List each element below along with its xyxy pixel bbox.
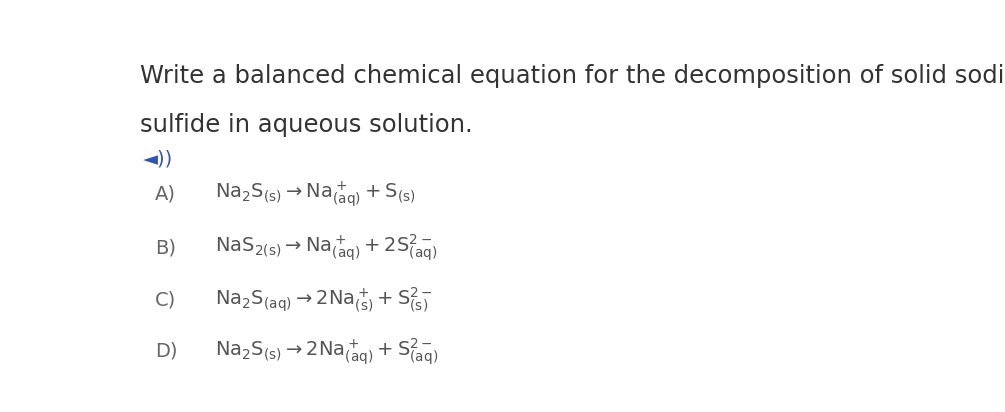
Text: $\mathrm{Na_2S_{(s)} \rightarrow Na^+_{(aq)} + S_{(s)}}$: $\mathrm{Na_2S_{(s)} \rightarrow Na^+_{(… xyxy=(215,179,416,209)
Text: $\mathrm{Na_2S_{(s)} \rightarrow 2Na^+_{(aq)} + S^{2-}_{(aq)}}$: $\mathrm{Na_2S_{(s)} \rightarrow 2Na^+_{… xyxy=(215,336,438,367)
Text: $\mathrm{Na_2S_{(aq)} \rightarrow 2Na^+_{(s)} + S^{2-}_{(s)}}$: $\mathrm{Na_2S_{(aq)} \rightarrow 2Na^+_… xyxy=(215,286,433,314)
Text: C): C) xyxy=(155,290,177,309)
Text: ◄)): ◄)) xyxy=(143,150,173,169)
Text: D): D) xyxy=(155,342,178,361)
Text: sulfide in aqueous solution.: sulfide in aqueous solution. xyxy=(140,113,472,137)
Text: Write a balanced chemical equation for the decomposition of solid sodium: Write a balanced chemical equation for t… xyxy=(140,64,1005,88)
Text: A): A) xyxy=(155,184,176,203)
Text: $\mathrm{NaS_{2(s)} \rightarrow Na^+_{(aq)} + 2S^{2-}_{(aq)}}$: $\mathrm{NaS_{2(s)} \rightarrow Na^+_{(a… xyxy=(215,232,437,263)
Text: B): B) xyxy=(155,238,176,257)
